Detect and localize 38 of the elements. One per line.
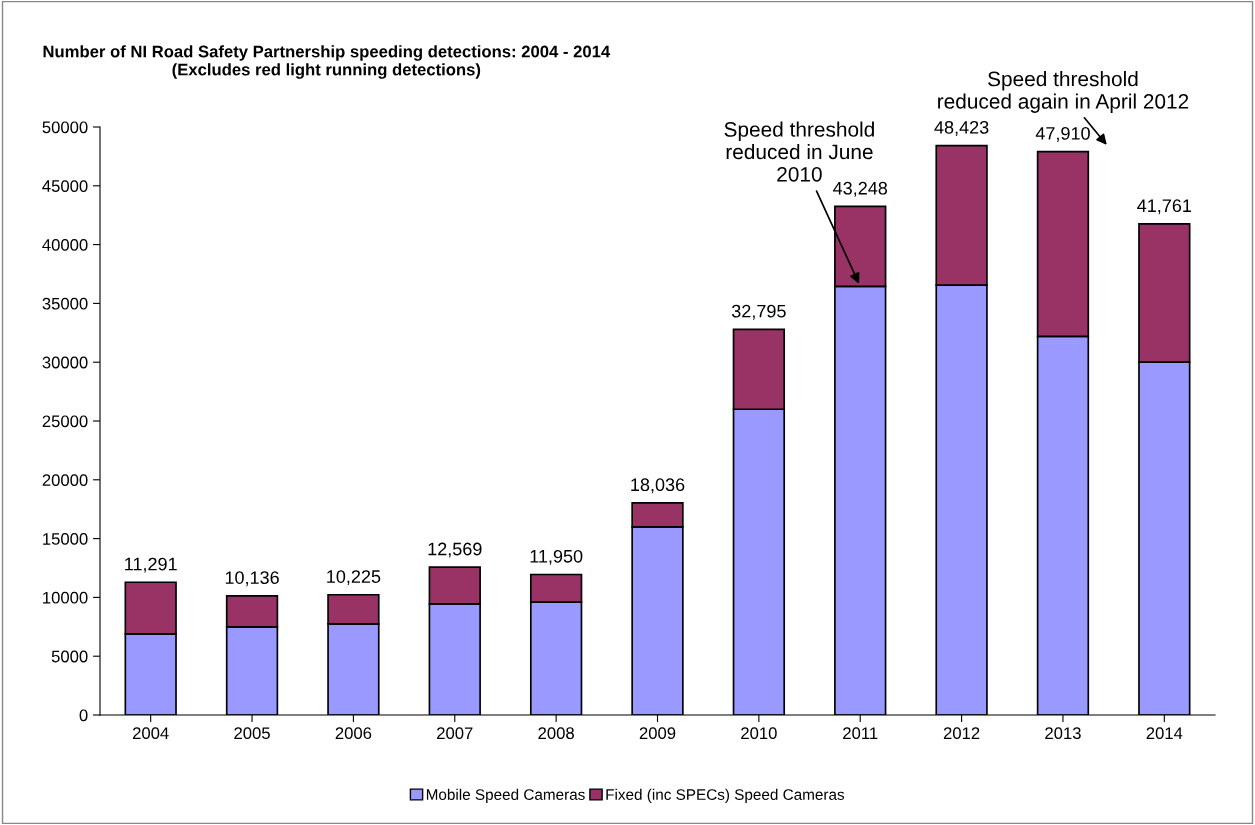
total-label: 12,569: [428, 542, 482, 558]
y-tick-label: 40000: [42, 239, 88, 251]
y-tick-label: 25000: [42, 415, 88, 428]
total-label: 10,136: [225, 571, 279, 587]
total-label: 18,036: [631, 478, 685, 494]
y-tick-label: 45000: [42, 180, 88, 192]
x-tick-label: 2011: [843, 727, 878, 740]
x-tick-label: 2008: [538, 727, 574, 740]
y-tick-label: 30000: [42, 356, 88, 369]
total-label: 47,910: [1035, 126, 1090, 142]
y-tick-label: 35000: [42, 297, 88, 310]
y-tick-label: 5000: [51, 650, 88, 663]
x-tick-label: 2007: [437, 727, 473, 740]
annotation: Speed threshold reduced in June 2010: [724, 121, 874, 182]
x-tick-label: 2012: [943, 727, 980, 740]
y-tick-label: 0: [79, 709, 88, 722]
total-label: 11,950: [530, 549, 583, 565]
x-tick-label: 2006: [335, 727, 372, 740]
total-label: 48,423: [934, 120, 989, 136]
chart-title: Number of NI Road Safety Partnership speeding detections: 2004 - 2014 (Excludes red light running detections): [43, 45, 611, 79]
y-tick-label: 20000: [42, 474, 88, 486]
y-tick-label: 10000: [43, 591, 88, 604]
total-label: 32,795: [731, 304, 786, 320]
x-tick-label: 2005: [234, 727, 270, 740]
x-tick-label: 2004: [132, 727, 169, 740]
x-tick-label: 2010: [741, 727, 777, 740]
total-label: 43,248: [833, 181, 888, 197]
legend-label: Fixed (inc SPECs) Speed Cameras: [606, 788, 845, 803]
legend-label: Mobile Speed Cameras: [426, 788, 585, 803]
y-tick-label: 15000: [43, 533, 88, 545]
total-label: 11,291: [125, 557, 177, 573]
x-tick-label: 2009: [639, 727, 676, 740]
x-tick-label: 2014: [1146, 727, 1183, 740]
x-tick-label: 2013: [1045, 727, 1081, 740]
total-label: 10,225: [327, 570, 381, 586]
y-tick-label: 50000: [42, 121, 88, 134]
total-label: 41,761: [1137, 199, 1192, 215]
text: Speed threshold reduced again in April 2012: [938, 71, 1189, 113]
